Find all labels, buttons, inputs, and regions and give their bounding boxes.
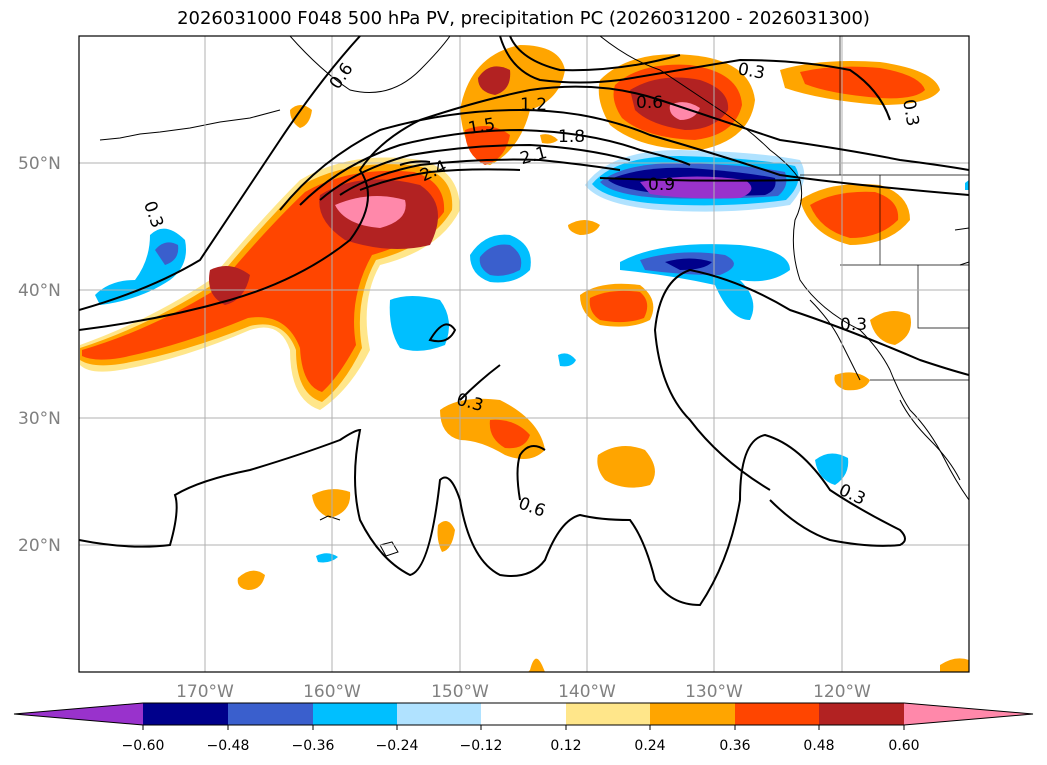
political-borders xyxy=(800,36,969,381)
map-area: 0.3 0.6 1.2 1.5 1.8 2.1 2.4 0.6 0.3 0.9 … xyxy=(79,36,969,672)
colorbar-tick-label: 0.48 xyxy=(803,738,834,754)
colorbar-swatch xyxy=(735,703,819,725)
colorbar-swatch xyxy=(566,703,650,725)
colorbar-max-extend xyxy=(904,703,1033,725)
colorbar-tick-marks xyxy=(142,725,905,730)
contour-label: 0.6 xyxy=(636,93,663,113)
contour-label: 1.2 xyxy=(520,95,547,115)
contour-label: 1.8 xyxy=(558,127,585,147)
contour-label: 0.6 xyxy=(326,59,358,93)
contour-label: 0.3 xyxy=(840,315,867,335)
colorbar-tick-label: −0.36 xyxy=(292,738,335,754)
contour-label: 2.1 xyxy=(518,143,549,169)
contour-label: 0.3 xyxy=(139,198,167,230)
lon-label: 120°W xyxy=(813,682,871,702)
colorbar-tick-label: 0.60 xyxy=(888,738,919,754)
colorbar-swatch xyxy=(481,703,566,725)
lat-label: 20°N xyxy=(18,536,61,556)
lon-label: 140°W xyxy=(558,682,616,702)
colorbar-swatch xyxy=(397,703,481,725)
contour-label: 0.3 xyxy=(898,98,922,128)
colorbar-tick-label: −0.24 xyxy=(376,738,419,754)
colorbar-tick-label: 0.36 xyxy=(719,738,750,754)
colorbar-swatch xyxy=(228,703,313,725)
colorbar-tick-label: −0.12 xyxy=(460,738,503,754)
colorbar-swatch xyxy=(313,703,397,725)
graticule xyxy=(79,36,969,672)
map-frame xyxy=(78,35,970,673)
lon-label: 130°W xyxy=(685,682,743,702)
contour-label: 0.9 xyxy=(648,175,675,195)
colorbar-tick-label: −0.48 xyxy=(207,738,250,754)
contour-label: 0.6 xyxy=(516,494,548,522)
colorbar-swatch xyxy=(650,703,735,725)
lon-label: 160°W xyxy=(303,682,361,702)
lat-label: 40°N xyxy=(18,281,61,301)
contour-label: 0.3 xyxy=(736,59,766,83)
colorbar-swatch xyxy=(143,703,228,725)
lon-label: 150°W xyxy=(431,682,489,702)
colorbar-tick-label: 0.12 xyxy=(550,738,581,754)
map-title: 2026031000 F048 500 hPa PV, precipitatio… xyxy=(177,8,870,29)
lat-label: 30°N xyxy=(18,409,61,429)
longitude-labels: 170°W 160°W 150°W 140°W 130°W 120°W xyxy=(176,682,871,702)
latitude-labels: 20°N 30°N 40°N 50°N xyxy=(18,154,61,556)
contour-label: 0.3 xyxy=(836,480,869,510)
coastlines xyxy=(99,36,969,557)
lat-label: 50°N xyxy=(18,154,61,174)
colorbar-swatch xyxy=(819,703,904,725)
colorbar-tick-label: 0.24 xyxy=(634,738,665,754)
pv-contours xyxy=(79,36,969,607)
colorbar: −0.60 −0.48 −0.36 −0.24 −0.12 0.12 0.24 … xyxy=(13,702,1034,754)
colorbar-ticks: −0.60 −0.48 −0.36 −0.24 −0.12 0.12 0.24 … xyxy=(122,738,920,754)
colorbar-min-extend xyxy=(14,703,143,725)
colorbar-tick-label: −0.60 xyxy=(122,738,165,754)
positive-precip-shading xyxy=(80,45,969,672)
lon-label: 170°W xyxy=(176,682,234,702)
contour-label: 1.5 xyxy=(467,115,497,139)
